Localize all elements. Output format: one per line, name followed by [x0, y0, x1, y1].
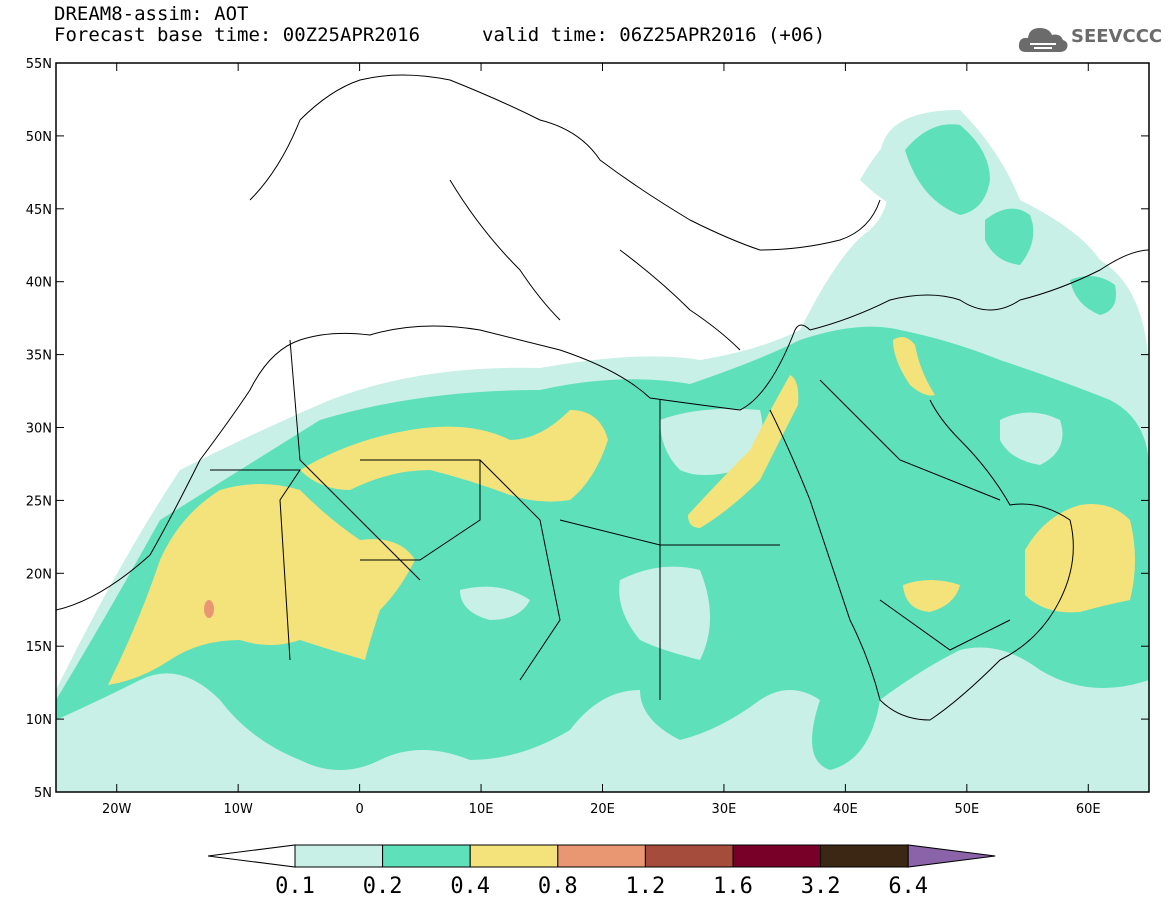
- colorbar-label: 0.8: [538, 874, 578, 899]
- y-tick-label: 10N: [26, 713, 52, 728]
- x-tick-label: 0: [355, 802, 363, 817]
- colorbar-right-arrow: [907, 844, 996, 868]
- y-tick-label: 35N: [26, 349, 52, 364]
- seevccc-logo: SEEVCCC: [1016, 20, 1162, 60]
- colorbar-left-arrow: [207, 844, 296, 868]
- x-tick-label: 60E: [1076, 802, 1101, 817]
- colorbar-swatch: [732, 844, 822, 868]
- colorbar-swatch: [294, 844, 384, 868]
- x-tick-label: 10W: [223, 802, 253, 817]
- colorbar-swatch: [382, 844, 471, 868]
- colorbar-label: 0.2: [363, 874, 403, 899]
- colorbar-label: 1.2: [626, 874, 666, 899]
- y-tick-label: 45N: [26, 203, 52, 218]
- colorbar-swatch: [469, 844, 559, 868]
- y-tick-label: 25N: [26, 494, 52, 509]
- logo-text: SEEVCCC: [1071, 26, 1163, 47]
- y-tick-label: 15N: [26, 640, 52, 655]
- x-tick-label: 40E: [833, 802, 858, 817]
- colorbar: 0.1 0.2 0.4 0.8 1.2 1.6 3.2 6.4: [207, 844, 996, 899]
- colorbar-label: 3.2: [801, 874, 841, 899]
- aot-level-0.4: [108, 336, 1135, 685]
- y-tick-label: 40N: [26, 276, 52, 291]
- base-time: Forecast base time: 00Z25APR2016: [54, 24, 421, 46]
- colorbar-label: 6.4: [888, 874, 928, 899]
- y-tick-label: 55N: [26, 57, 52, 72]
- aot-field: [56, 110, 1149, 792]
- aot-level-0.2: [56, 124, 1149, 770]
- valid-time: valid time: 06Z25APR2016 (+06): [482, 24, 826, 46]
- aot-holes: [460, 408, 1063, 660]
- aot-level-0.8: [204, 600, 214, 618]
- x-tick-label: 30E: [712, 802, 737, 817]
- y-axis: 55N 50N 45N 40N 35N 30N 25N 20N 15N 10N 5N: [26, 57, 1149, 801]
- map-title: DREAM8-assim: AOT: [54, 3, 249, 25]
- x-tick-label: 50E: [954, 802, 979, 817]
- map-subtitle: Forecast base time: 00Z25APR2016 valid ti…: [54, 24, 825, 46]
- x-axis: 20W 10W 0 10E 20E 30E 40E 50E 60E: [102, 63, 1101, 817]
- cloud-icon: [1018, 28, 1068, 52]
- colorbar-swatch: [557, 844, 646, 868]
- colorbar-swatch: [644, 844, 734, 868]
- coastlines: [56, 74, 1149, 721]
- colorbar-swatch: [820, 844, 909, 868]
- colorbar-label: 0.1: [275, 874, 315, 899]
- x-tick-label: 10E: [469, 802, 494, 817]
- y-tick-label: 20N: [26, 567, 52, 582]
- x-tick-label: 20E: [590, 802, 615, 817]
- y-tick-label: 30N: [26, 422, 52, 437]
- colorbar-label: 1.6: [713, 874, 753, 899]
- x-tick-label: 20W: [102, 802, 132, 817]
- y-tick-label: 5N: [34, 786, 52, 801]
- y-tick-label: 50N: [26, 130, 52, 145]
- colorbar-label: 0.4: [450, 874, 490, 899]
